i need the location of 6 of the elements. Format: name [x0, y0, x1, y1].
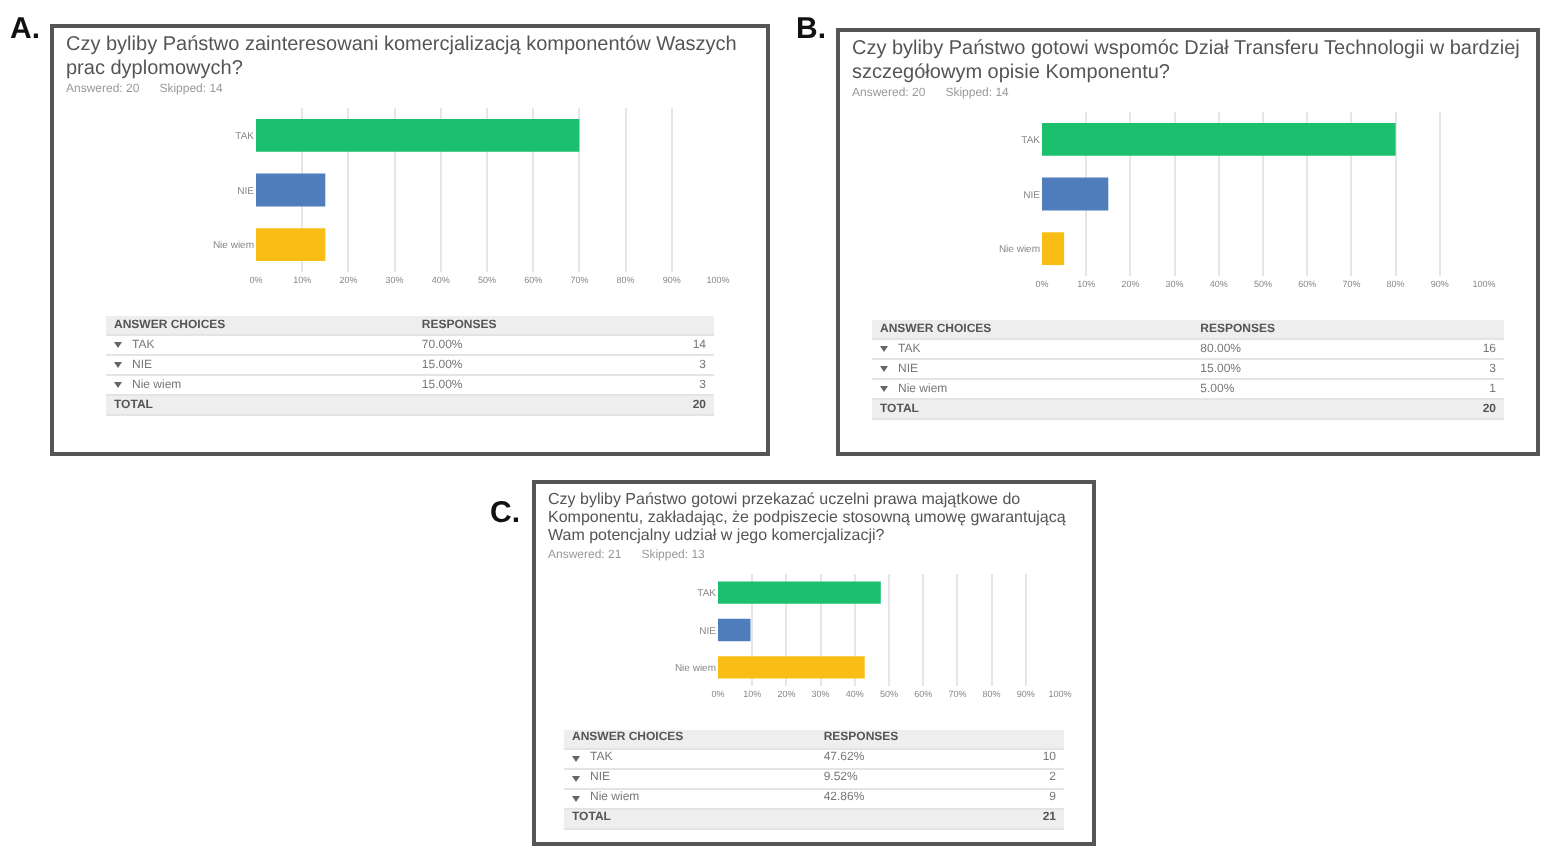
chart-title: Czy byliby Państwo zainteresowani komercjalizacją komponentów Waszych prac dyplomowych? — [66, 34, 739, 80]
chart-title: Czy byliby Państwo gotowi przekazać uczelni prawa majątkowe do Komponentu, zakładając, że podpiszecie stosowną umowę gwarantującą Wam potencjalny udział w jego komercjalizacji? — [548, 490, 1068, 546]
chart-title: Czy byliby Państwo gotowi wspomóc Dział Transferu Technologii w bardziej szczegółowym opisie Komponentu? — [852, 38, 1522, 84]
text: B. — [796, 12, 826, 46]
text: A. — [10, 12, 40, 46]
text: C. — [490, 496, 520, 530]
